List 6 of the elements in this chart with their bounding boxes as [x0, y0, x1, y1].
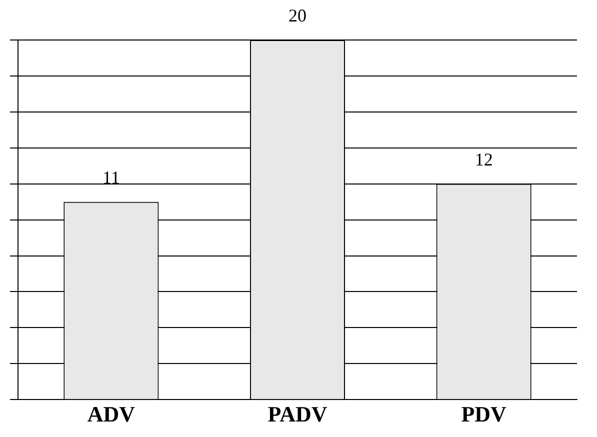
data-label: 12	[474, 150, 493, 170]
data-label: 20	[288, 6, 306, 26]
x-tick-label: PDV	[461, 401, 507, 426]
data-label: 11	[102, 168, 120, 188]
x-tick-label: PADV	[268, 401, 328, 426]
x-tick-label: ADV	[87, 401, 136, 426]
